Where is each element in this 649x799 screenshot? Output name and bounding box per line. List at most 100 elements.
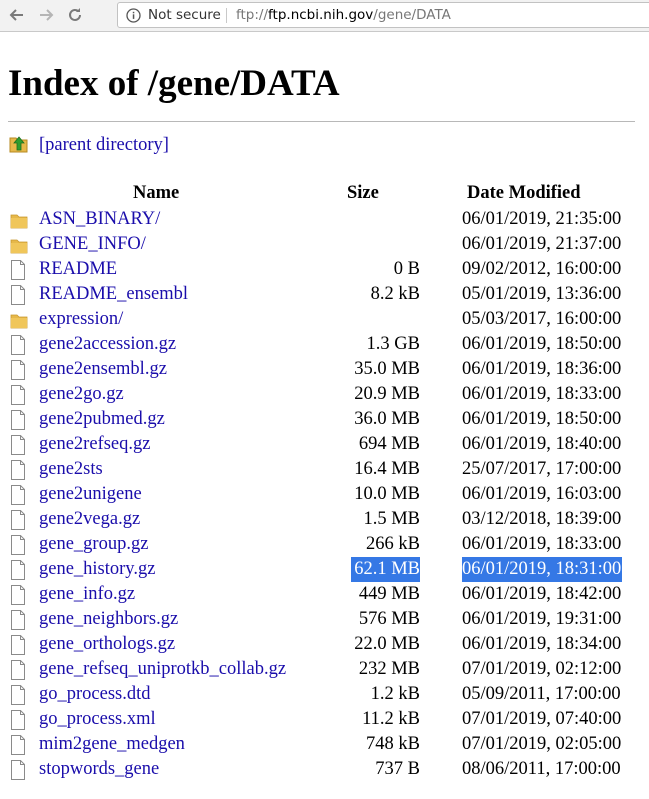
folder-icon: [10, 235, 28, 263]
file-row[interactable]: README 0 B 09/02/2012, 16:00:00: [0, 257, 649, 282]
file-size: 1.2 kB: [370, 684, 420, 704]
file-row[interactable]: gene2ensembl.gz 35.0 MB 06/01/2019, 18:36:…: [0, 357, 649, 382]
file-icon: [10, 585, 26, 613]
file-row[interactable]: gene_group.gz 266 kB 06/01/2019, 18:33:00: [0, 532, 649, 557]
back-button[interactable]: [6, 4, 28, 26]
file-name-link[interactable]: gene2go.gz: [39, 384, 124, 404]
file-row[interactable]: README_ensembl 8.2 kB 05/01/2019, 13:36:00: [0, 282, 649, 307]
file-name-link[interactable]: gene_neighbors.gz: [39, 609, 179, 629]
column-header-date[interactable]: Date Modified: [467, 183, 581, 203]
file-date-modified: 06/01/2019, 21:37:00: [462, 234, 622, 254]
file-date-modified: 05/09/2011, 17:00:00: [462, 684, 621, 704]
file-name-link[interactable]: gene2accession.gz: [39, 334, 177, 354]
file-size: 16.4 MB: [354, 459, 420, 479]
file-icon: [10, 610, 26, 638]
file-icon: [10, 410, 26, 438]
file-row[interactable]: gene2vega.gz 1.5 MB 03/12/2018, 18:39:00: [0, 507, 649, 532]
file-row[interactable]: gene_info.gz 449 MB 06/01/2019, 18:42:00: [0, 582, 649, 607]
file-name-link[interactable]: GENE_INFO/: [39, 234, 146, 254]
file-row[interactable]: stopwords_gene 737 B 08/06/2011, 17:00:00: [0, 757, 649, 782]
file-name-link[interactable]: gene2refseq.gz: [39, 434, 151, 454]
file-date-modified: 09/02/2012, 16:00:00: [462, 259, 622, 279]
file-name-link[interactable]: mim2gene_medgen: [39, 734, 185, 754]
file-date-modified: 07/01/2019, 02:12:00: [462, 659, 622, 679]
file-size: 1.3 GB: [366, 334, 420, 354]
file-icon: [10, 735, 26, 763]
file-name-link[interactable]: gene_info.gz: [39, 584, 136, 604]
file-icon: [10, 760, 26, 788]
parent-folder-icon[interactable]: [8, 133, 30, 155]
browser-toolbar: Not secure ftp://ftp.ncbi.nih.gov/gene/D…: [0, 0, 649, 32]
address-bar[interactable]: Not secure ftp://ftp.ncbi.nih.gov/gene/D…: [117, 2, 649, 28]
file-name-link[interactable]: go_process.dtd: [39, 684, 151, 704]
file-row[interactable]: go_process.xml 11.2 kB 07/01/2019, 07:40:0…: [0, 707, 649, 732]
file-name-link[interactable]: gene2unigene: [39, 484, 142, 504]
file-icon: [10, 460, 26, 488]
file-name-link[interactable]: gene_orthologs.gz: [39, 634, 176, 654]
file-row[interactable]: go_process.dtd 1.2 kB 05/09/2011, 17:00:00: [0, 682, 649, 707]
file-icon: [10, 260, 26, 288]
file-row[interactable]: gene2accession.gz 1.3 GB 06/01/2019, 18:50…: [0, 332, 649, 357]
parent-directory-link[interactable]: [parent directory]: [39, 135, 169, 155]
file-row[interactable]: gene_neighbors.gz 576 MB 06/01/2019, 19:31…: [0, 607, 649, 632]
file-row[interactable]: gene2unigene 10.0 MB 06/01/2019, 16:03:00: [0, 482, 649, 507]
file-date-modified: 06/01/2019, 18:50:00: [462, 409, 622, 429]
file-size: 748 kB: [366, 734, 420, 754]
file-name-link[interactable]: go_process.xml: [39, 709, 156, 729]
file-name-link[interactable]: expression/: [39, 309, 124, 329]
file-row[interactable]: gene_history.gz 62.1 MB 06/01/2019, 18:31:…: [0, 557, 649, 582]
file-row[interactable]: gene2pubmed.gz 36.0 MB 06/01/2019, 18:50:0…: [0, 407, 649, 432]
file-name-link[interactable]: gene2sts: [39, 459, 103, 479]
file-size: 35.0 MB: [354, 359, 420, 379]
file-date-modified: 06/01/2019, 18:33:00: [462, 534, 622, 554]
file-name-link[interactable]: gene_refseq_uniprotkb_collab.gz: [39, 659, 287, 679]
file-name-link[interactable]: stopwords_gene: [39, 759, 160, 779]
file-name-link[interactable]: gene_group.gz: [39, 534, 149, 554]
file-icon: [10, 435, 26, 463]
file-name-link[interactable]: gene2vega.gz: [39, 509, 141, 529]
file-size: 266 kB: [366, 534, 420, 554]
file-date-modified: 07/01/2019, 02:05:00: [462, 734, 622, 754]
security-label[interactable]: Not secure: [148, 7, 221, 23]
forward-button[interactable]: [35, 4, 57, 26]
file-name-link[interactable]: ASN_BINARY/: [39, 209, 161, 229]
url-text[interactable]: ftp://ftp.ncbi.nih.gov/gene/DATA: [236, 3, 451, 27]
file-row[interactable]: mim2gene_medgen 748 kB 07/01/2019, 02:05:0…: [0, 732, 649, 757]
file-icon: [10, 660, 26, 688]
file-date-modified: 06/01/2019, 16:03:00: [462, 484, 622, 504]
file-row[interactable]: GENE_INFO/06/01/2019, 21:37:00: [0, 232, 649, 257]
file-row[interactable]: gene_refseq_uniprotkb_collab.gz 232 MB 07/…: [0, 657, 649, 682]
folder-icon: [10, 210, 28, 238]
file-row[interactable]: expression/05/03/2017, 16:00:00: [0, 307, 649, 332]
reload-icon: [69, 8, 81, 21]
reload-button[interactable]: [64, 4, 86, 26]
info-icon[interactable]: [126, 8, 141, 23]
file-row[interactable]: ASN_BINARY/06/01/2019, 21:35:00: [0, 207, 649, 232]
url-path: /gene/DATA: [373, 7, 451, 23]
file-date-modified: 06/01/2019, 18:36:00: [462, 359, 622, 379]
file-name-link[interactable]: gene2pubmed.gz: [39, 409, 165, 429]
file-date-modified: 06/01/2019, 18:42:00: [462, 584, 622, 604]
column-header-size[interactable]: Size: [347, 183, 379, 203]
file-date-modified: 06/01/2019, 18:31:00: [462, 557, 623, 582]
file-size: 694 MB: [358, 434, 420, 454]
file-name-link[interactable]: gene_history.gz: [39, 559, 156, 579]
file-date-modified: 08/06/2011, 17:00:00: [462, 759, 621, 779]
file-icon: [10, 335, 26, 363]
file-date-modified: 06/01/2019, 19:31:00: [462, 609, 622, 629]
file-name-link[interactable]: README: [39, 259, 118, 279]
file-name-link[interactable]: gene2ensembl.gz: [39, 359, 167, 379]
file-date-modified: 06/01/2019, 18:40:00: [462, 434, 622, 454]
file-icon: [10, 485, 26, 513]
file-size: 8.2 kB: [370, 284, 420, 304]
column-header-name[interactable]: Name: [133, 183, 180, 203]
file-row[interactable]: gene2refseq.gz 694 MB 06/01/2019, 18:40:00: [0, 432, 649, 457]
file-row[interactable]: gene2go.gz 20.9 MB 06/01/2019, 18:33:00: [0, 382, 649, 407]
file-size: 576 MB: [358, 609, 420, 629]
file-icon: [10, 385, 26, 413]
file-name-link[interactable]: README_ensembl: [39, 284, 189, 304]
file-date-modified: 06/01/2019, 18:34:00: [462, 634, 622, 654]
file-row[interactable]: gene2sts 16.4 MB 25/07/2017, 17:00:00: [0, 457, 649, 482]
file-row[interactable]: gene_orthologs.gz 22.0 MB 06/01/2019, 18:3…: [0, 632, 649, 657]
page-title: Index of /gene/DATA: [8, 63, 340, 104]
